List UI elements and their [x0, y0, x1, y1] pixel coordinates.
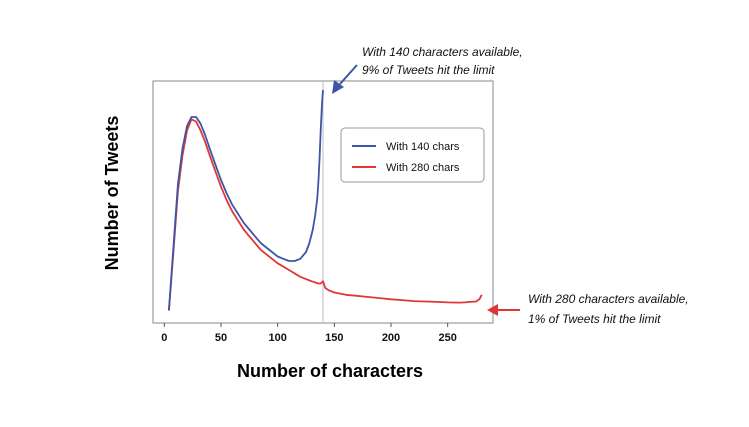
legend-label-140: With 140 chars — [386, 141, 460, 153]
series-lines — [168, 89, 483, 311]
legend-box — [340, 127, 485, 183]
x-tick-label: 0 — [161, 332, 167, 344]
annotation-280: With 280 characters available, 1% of Twe… — [487, 292, 689, 326]
annotation-140-line2: 9% of Tweets hit the limit — [362, 63, 495, 77]
series-line-140 — [168, 89, 324, 311]
x-ticks: 0 50 100 150 200 250 — [161, 323, 457, 344]
x-tick-label: 50 — [215, 332, 227, 344]
x-axis-title: Number of characters — [237, 361, 423, 381]
annotation-280-line2: 1% of Tweets hit the limit — [528, 312, 661, 326]
series-line-280 — [168, 118, 483, 311]
y-axis-title: Number of Tweets — [102, 116, 122, 271]
legend-label-280: With 280 chars — [386, 162, 460, 174]
x-tick-label: 200 — [382, 332, 400, 344]
annotation-140-arrowhead — [332, 80, 344, 94]
annotation-140-line1: With 140 characters available, — [362, 45, 523, 59]
annotation-280-arrowhead — [487, 304, 498, 316]
x-tick-label: 100 — [268, 332, 286, 344]
annotation-280-line1: With 280 characters available, — [528, 292, 689, 306]
x-tick-label: 250 — [438, 332, 456, 344]
x-tick-label: 150 — [325, 332, 343, 344]
legend: With 140 chars With 280 chars — [340, 127, 485, 183]
annotation-140: With 140 characters available, 9% of Twe… — [332, 45, 523, 94]
annotation-140-arrow-shaft — [339, 64, 358, 85]
